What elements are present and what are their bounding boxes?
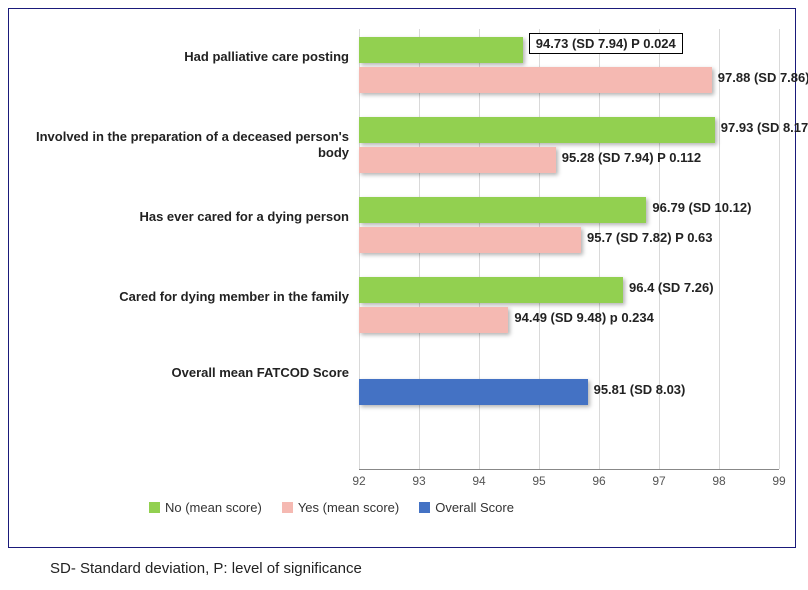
- x-tick: 97: [639, 474, 679, 488]
- legend-item-no: No (mean score): [149, 500, 262, 515]
- legend-item-yes: Yes (mean score): [282, 500, 399, 515]
- value-label-yes: 94.49 (SD 9.48) p 0.234: [514, 310, 653, 325]
- bar-no: [359, 37, 523, 63]
- legend-item-overall: Overall Score: [419, 500, 514, 515]
- legend-label-yes: Yes (mean score): [298, 500, 399, 515]
- bar-yes: [359, 67, 712, 93]
- legend-swatch-no: [149, 502, 160, 513]
- value-label-no: 94.73 (SD 7.94) P 0.024: [529, 33, 683, 54]
- value-label-no: 96.4 (SD 7.26): [629, 280, 714, 295]
- x-axis: [359, 469, 779, 470]
- bar-yes: [359, 147, 556, 173]
- value-label-yes: 95.7 (SD 7.82) P 0.63: [587, 230, 713, 245]
- x-tick: 99: [759, 474, 799, 488]
- legend-swatch-yes: [282, 502, 293, 513]
- x-tick: 95: [519, 474, 559, 488]
- x-tick: 94: [459, 474, 499, 488]
- legend-swatch-overall: [419, 502, 430, 513]
- bar-overall: [359, 379, 588, 405]
- category-label: Cared for dying member in the family: [19, 289, 349, 305]
- x-tick: 96: [579, 474, 619, 488]
- value-label-yes: 97.88 (SD 7.86): [718, 70, 808, 85]
- bar-no: [359, 277, 623, 303]
- chart-container: 92 93 94 95 96 97 98 99 Had palliative care pos…: [8, 8, 796, 548]
- bar-no: [359, 117, 715, 143]
- value-label-yes: 95.28 (SD 7.94) P 0.112: [562, 150, 701, 165]
- x-tick: 93: [399, 474, 439, 488]
- x-tick: 92: [339, 474, 379, 488]
- bar-yes: [359, 227, 581, 253]
- legend: No (mean score) Yes (mean score) Overall…: [149, 497, 749, 517]
- legend-label-no: No (mean score): [165, 500, 262, 515]
- bar-no: [359, 197, 646, 223]
- category-label: Has ever cared for a dying person: [19, 209, 349, 225]
- bar-yes: [359, 307, 508, 333]
- value-label-no: 96.79 (SD 10.12): [652, 200, 751, 215]
- category-label: Had palliative care posting: [19, 49, 349, 65]
- x-tick: 98: [699, 474, 739, 488]
- value-label-no: 97.93 (SD 8.17): [721, 120, 808, 135]
- value-label-overall: 95.81 (SD 8.03): [594, 382, 686, 397]
- caption: SD- Standard deviation, P: level of sign…: [50, 560, 362, 577]
- legend-label-overall: Overall Score: [435, 500, 514, 515]
- category-label-overall: Overall mean FATCOD Score: [19, 365, 349, 381]
- category-label: Involved in the preparation of a decease…: [19, 129, 349, 160]
